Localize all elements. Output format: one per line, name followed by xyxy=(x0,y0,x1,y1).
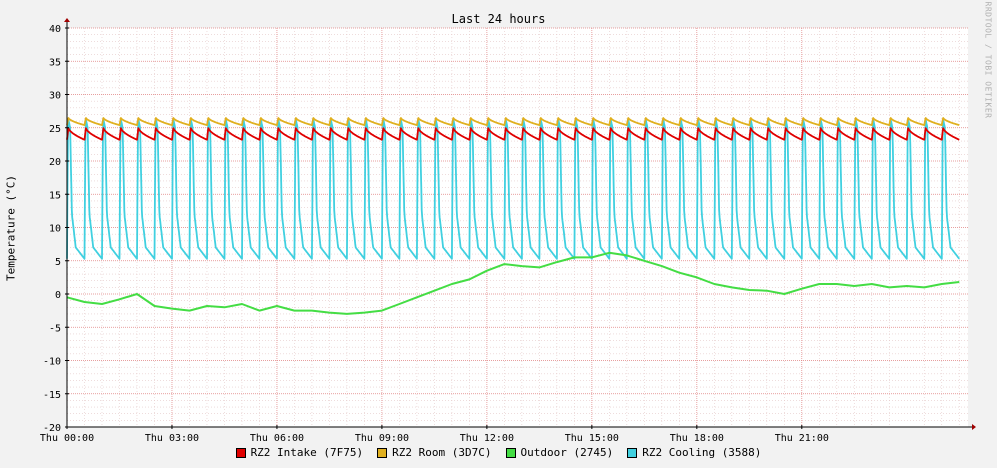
x-axis-arrow xyxy=(972,424,976,430)
y-tick-label: 30 xyxy=(49,91,61,102)
series-line-outdoor xyxy=(66,251,960,315)
x-tick-label: Thu 09:00 xyxy=(355,433,409,444)
legend: RZ2 Intake (7F75) RZ2 Room (3D7C) Outdoo… xyxy=(0,446,997,459)
y-axis-label: Temperature (°C) xyxy=(4,175,18,281)
y-tick-label: 40 xyxy=(49,24,61,35)
x-tick-label: Thu 21:00 xyxy=(775,433,829,444)
y-tick-label: -15 xyxy=(43,390,61,401)
series-line-intake xyxy=(66,127,960,141)
legend-label-cooling: RZ2 Cooling (3588) xyxy=(642,446,762,459)
chart-title: Last 24 hours xyxy=(451,12,546,26)
legend-label-outdoor: Outdoor (2745) xyxy=(520,446,614,459)
legend-item-room: RZ2 Room (3D7C) xyxy=(377,446,492,459)
legend-swatch-outdoor xyxy=(505,447,516,458)
watermark: RRDTOOL / TOBI OETIKER xyxy=(983,1,993,119)
y-tick-label: 35 xyxy=(49,57,61,68)
y-tick-label: 20 xyxy=(49,157,61,168)
x-tick-label: Thu 06:00 xyxy=(250,433,304,444)
legend-swatch-cooling xyxy=(627,447,638,458)
y-tick-label: 15 xyxy=(49,190,61,201)
y-tick-label: -5 xyxy=(49,323,61,334)
series-line-room xyxy=(66,117,960,126)
legend-swatch-room xyxy=(377,447,388,458)
y-tick-label: -20 xyxy=(43,423,61,434)
legend-swatch-intake xyxy=(235,447,246,458)
legend-item-outdoor: Outdoor (2745) xyxy=(505,446,614,459)
y-tick-label: 5 xyxy=(55,257,61,268)
x-tick-label: Thu 18:00 xyxy=(670,433,724,444)
x-tick-label: Thu 03:00 xyxy=(145,433,199,444)
x-tick-label: Thu 15:00 xyxy=(565,433,619,444)
y-tick-label: 0 xyxy=(55,290,61,301)
x-tick-label: Thu 12:00 xyxy=(460,433,514,444)
y-tick-label: 10 xyxy=(49,224,61,235)
x-tick-label: Thu 00:00 xyxy=(40,433,94,444)
legend-item-intake: RZ2 Intake (7F75) xyxy=(235,446,364,459)
legend-item-cooling: RZ2 Cooling (3588) xyxy=(627,446,761,459)
y-tick-label: 25 xyxy=(49,124,61,135)
legend-label-intake: RZ2 Intake (7F75) xyxy=(250,446,364,459)
legend-label-room: RZ2 Room (3D7C) xyxy=(392,446,492,459)
series-line-cooling xyxy=(66,118,960,260)
y-tick-label: -10 xyxy=(43,357,61,368)
y-axis-arrow xyxy=(64,18,70,22)
